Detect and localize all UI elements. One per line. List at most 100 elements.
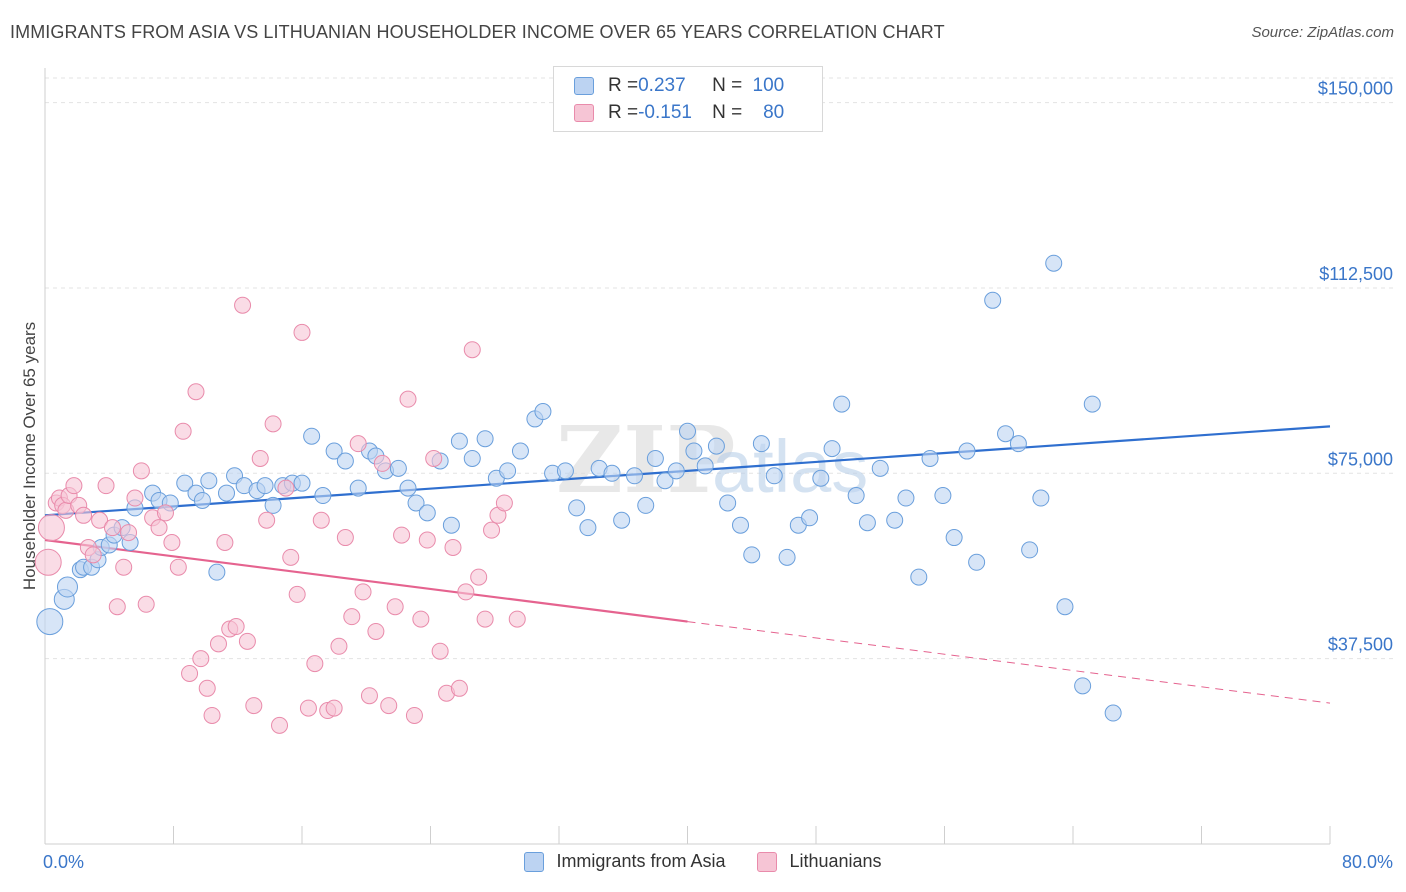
lithuanian-point xyxy=(393,526,411,544)
lithuanian-point xyxy=(330,637,348,655)
series-legend: Immigrants from Asia Lithuanians xyxy=(0,851,1406,872)
asia-point xyxy=(752,435,770,453)
chart-source: Source: ZipAtlas.com xyxy=(1251,24,1394,41)
asia-point xyxy=(511,442,529,460)
lithuanian-point xyxy=(425,449,443,467)
asia-point xyxy=(778,548,796,566)
asia-point xyxy=(667,462,685,480)
lithuanian-point xyxy=(91,511,109,529)
asia-point xyxy=(707,437,725,455)
asia-point xyxy=(1032,489,1050,507)
asia-point xyxy=(218,484,236,502)
lithuanian-point xyxy=(227,618,245,636)
r-label-asia: R = xyxy=(608,75,639,96)
trend-line-lithuanians xyxy=(44,538,688,623)
asia-point xyxy=(1074,677,1092,695)
asia-point xyxy=(1021,541,1039,559)
n-label-lithuanians: N = xyxy=(712,102,743,123)
lithuanian-point xyxy=(380,697,398,715)
lithuanian-point xyxy=(418,531,436,549)
asia-point xyxy=(568,499,586,517)
asia-point xyxy=(1083,395,1101,413)
asia-point xyxy=(743,546,761,564)
lithuanian-point xyxy=(258,511,276,529)
asia-point xyxy=(984,291,1002,309)
lithuanian-point xyxy=(325,699,343,717)
asia-point xyxy=(442,516,460,534)
asia-point xyxy=(625,467,643,485)
lithuanian-point xyxy=(431,642,449,660)
lithuanian-point xyxy=(299,699,317,717)
asia-point xyxy=(812,469,830,487)
lithuanian-point xyxy=(120,524,138,542)
n-value-asia: 100 xyxy=(752,75,785,96)
lithuanian-point xyxy=(336,529,354,547)
lithuanian-point xyxy=(187,383,205,401)
asia-point xyxy=(958,442,976,460)
asia-point xyxy=(176,474,194,492)
legend-label-lithuanians: Lithuanians xyxy=(789,851,882,871)
asia-point xyxy=(732,516,750,534)
lithuanian-point xyxy=(367,622,385,640)
lithuanian-point xyxy=(163,533,181,551)
asia-point xyxy=(1056,598,1074,616)
asia-point xyxy=(637,496,655,514)
asia-point xyxy=(476,430,494,448)
lithuanian-point xyxy=(495,494,513,512)
lithuanian-point xyxy=(203,706,221,724)
legend-item-asia[interactable]: Immigrants from Asia xyxy=(524,851,725,872)
lithuanian-point xyxy=(198,679,216,697)
asia-point xyxy=(579,519,597,537)
lithuanian-point xyxy=(34,548,62,576)
asia-point xyxy=(499,462,517,480)
lithuanian-point xyxy=(65,477,83,495)
legend-item-lithuanians[interactable]: Lithuanians xyxy=(757,851,882,872)
asia-point xyxy=(765,467,783,485)
asia-point xyxy=(325,442,343,460)
lithuanian-point xyxy=(508,610,526,628)
asia-point xyxy=(349,479,367,497)
asia-point xyxy=(656,472,674,490)
asia-point xyxy=(871,459,889,477)
lithuanian-point xyxy=(288,585,306,603)
asia-point xyxy=(910,568,928,586)
lithuanian-point xyxy=(483,521,501,539)
asia-point xyxy=(858,514,876,532)
chart-title: IMMIGRANTS FROM ASIA VS LITHUANIAN HOUSE… xyxy=(10,22,945,42)
lithuanian-point xyxy=(150,519,168,537)
asia-point xyxy=(833,395,851,413)
lithuanian-point xyxy=(349,435,367,453)
asia-point xyxy=(801,509,819,527)
asia-point xyxy=(603,464,621,482)
asia-point xyxy=(534,403,552,421)
lithuanian-point xyxy=(169,558,187,576)
asia-point xyxy=(314,487,332,505)
lithuanian-point xyxy=(209,635,227,653)
lithuanian-point xyxy=(444,538,462,556)
lithuanian-point xyxy=(37,514,65,542)
lithuanian-point xyxy=(470,568,488,586)
lithuanian-point xyxy=(399,390,417,408)
lithuanian-point xyxy=(115,558,133,576)
lithuanian-point xyxy=(238,632,256,650)
legend-swatch-lithuanians xyxy=(757,851,778,872)
asia-point xyxy=(256,477,274,495)
asia-point xyxy=(646,449,664,467)
asia-point xyxy=(921,449,939,467)
asia-point xyxy=(463,449,481,467)
y-tick-label: $150,000 xyxy=(1318,79,1393,99)
asia-point xyxy=(336,452,354,470)
lithuanian-point xyxy=(137,595,155,613)
asia-point xyxy=(1045,254,1063,272)
lithuanian-point xyxy=(354,583,372,601)
lithuanian-point xyxy=(476,610,494,628)
asia-point xyxy=(679,422,696,440)
lithuanian-point xyxy=(405,706,423,724)
asia-point xyxy=(968,553,986,571)
lithuanian-point xyxy=(97,477,115,495)
stats-row-asia: R = 0.237 N = 100 xyxy=(574,73,784,99)
asia-point xyxy=(1104,704,1122,722)
lithuanian-point xyxy=(84,546,102,564)
lithuanian-point xyxy=(282,548,300,566)
n-label-asia: N = xyxy=(712,75,743,96)
